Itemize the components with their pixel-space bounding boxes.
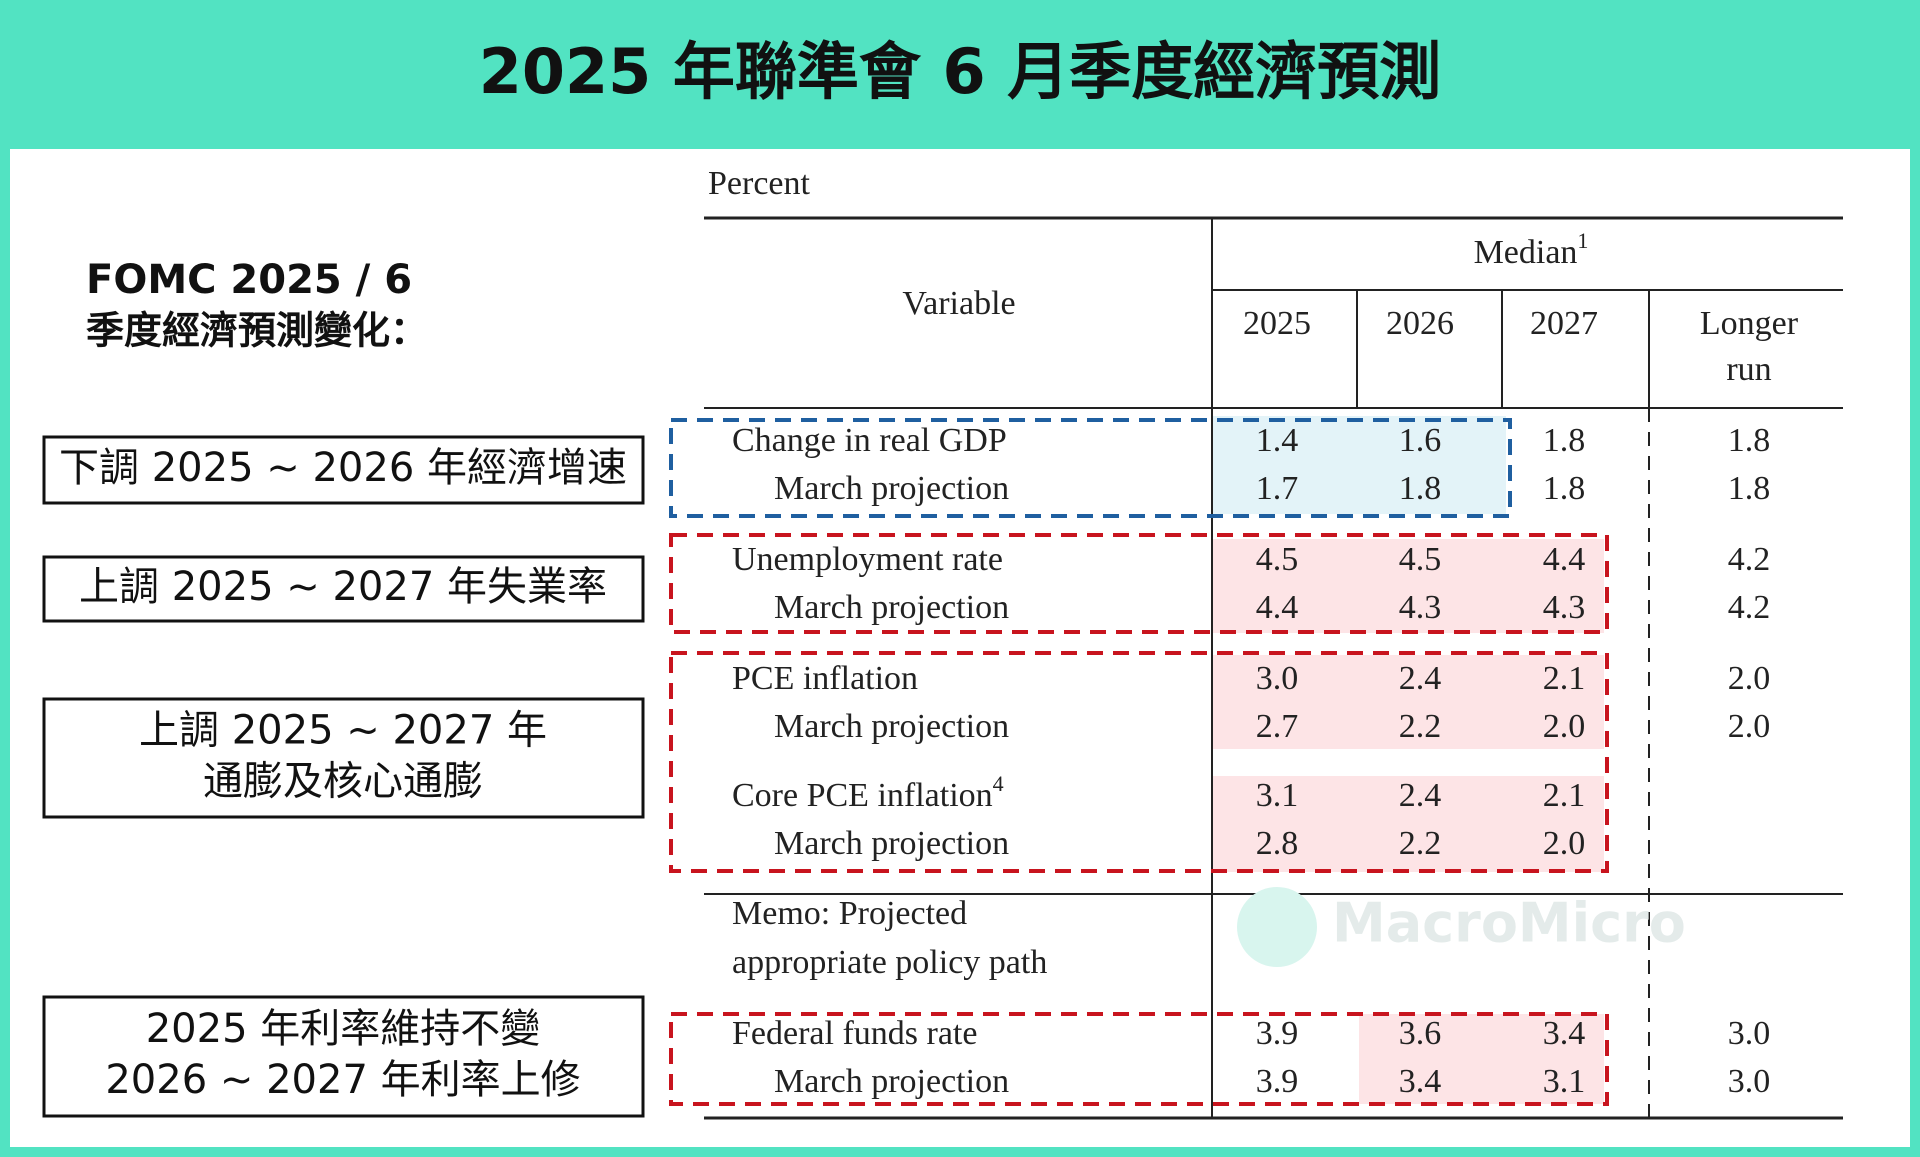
row-label: March projection	[774, 1063, 1009, 1100]
dashed-box	[669, 533, 1609, 634]
annotation: 上調 2025 ~ 2027 年失業率	[79, 564, 607, 610]
cell: 3.9	[1256, 1015, 1299, 1052]
cell: 2.1	[1543, 660, 1586, 697]
cell: 4.4	[1543, 541, 1586, 578]
highlight	[1212, 776, 1604, 872]
cell: 4.2	[1728, 589, 1771, 626]
annotation: 上調 2025 ~ 2027 年	[139, 708, 547, 754]
cell: 1.8	[1399, 470, 1442, 507]
annotation: 2025 年利率維持不變	[146, 1006, 541, 1052]
highlight	[1212, 539, 1604, 633]
row-label: PCE inflation	[732, 660, 918, 697]
row-label: March projection	[774, 708, 1009, 745]
cell: 3.1	[1256, 777, 1299, 814]
footnote: 4	[993, 771, 1004, 796]
median-header: Median	[1474, 234, 1578, 271]
row-label-text: PCE inflation	[732, 660, 918, 697]
cell: 2.8	[1256, 825, 1299, 862]
cell: 3.4	[1399, 1063, 1442, 1100]
footnote: 1	[1577, 228, 1588, 253]
cell: 3.6	[1399, 1015, 1442, 1052]
row-label-text: Unemployment rate	[732, 541, 1003, 578]
subtitle: FOMC 2025 / 6	[86, 257, 412, 303]
row-label-text: March projection	[774, 589, 1009, 626]
cell: 2.0	[1543, 825, 1586, 862]
annotation-box	[42, 995, 645, 1118]
cell: 4.4	[1256, 589, 1299, 626]
cell: 2.4	[1399, 777, 1442, 814]
annotation: 下調 2025 ~ 2026 年經濟增速	[59, 445, 627, 491]
annotation-box	[42, 555, 645, 623]
row-label-text: March projection	[774, 1063, 1009, 1100]
row-label: March projection	[774, 589, 1009, 626]
cell: 2.0	[1543, 708, 1586, 745]
annotation-box	[42, 697, 645, 819]
dashed-box	[669, 418, 1512, 518]
cell: 1.8	[1543, 470, 1586, 507]
cell: 4.2	[1728, 541, 1771, 578]
dashed-box	[669, 1012, 1609, 1106]
row-label-text: Core PCE inflation	[732, 777, 993, 814]
column-header: 2027	[1530, 305, 1598, 342]
cell: 2.4	[1399, 660, 1442, 697]
cell: 3.4	[1543, 1015, 1586, 1052]
annotation-box	[42, 435, 645, 505]
cell: 3.0	[1728, 1015, 1771, 1052]
title: 2025 年聯準會 6 月季度經濟預測	[479, 35, 1441, 108]
cell: 4.5	[1399, 541, 1442, 578]
row-label-text: Federal funds rate	[732, 1015, 977, 1052]
row-label-text: Change in real GDP	[732, 422, 1007, 459]
cell: 1.6	[1399, 422, 1442, 459]
column-header: 2026	[1386, 305, 1454, 342]
highlight	[1212, 416, 1506, 514]
column-header: run	[1726, 351, 1771, 388]
cell: 2.2	[1399, 825, 1442, 862]
subtitle: 季度經濟預測變化：	[86, 309, 428, 353]
column-header: Longer	[1700, 305, 1799, 342]
cell: 2.1	[1543, 777, 1586, 814]
cell: 3.9	[1256, 1063, 1299, 1100]
cell: 2.0	[1728, 660, 1771, 697]
row-label: Unemployment rate	[732, 541, 1003, 578]
memo: appropriate policy path	[732, 944, 1047, 981]
cell: 3.1	[1543, 1063, 1586, 1100]
cell: 4.3	[1543, 589, 1586, 626]
cell: 2.2	[1399, 708, 1442, 745]
row-label: Federal funds rate	[732, 1015, 977, 1052]
memo: Memo: Projected	[732, 895, 967, 932]
row-label: March projection	[774, 470, 1009, 507]
cell: 3.0	[1256, 660, 1299, 697]
watermark-logo	[1237, 887, 1317, 967]
column-header: 2025	[1243, 305, 1311, 342]
highlight	[1359, 1014, 1604, 1104]
cell: 1.7	[1256, 470, 1299, 507]
row-label: Change in real GDP	[732, 422, 1007, 459]
row-label: Core PCE inflation4	[732, 771, 1004, 814]
cell: 1.8	[1728, 470, 1771, 507]
column-header: Median1	[1474, 228, 1589, 271]
cell: 2.7	[1256, 708, 1299, 745]
dashed-boxes	[669, 418, 1609, 1106]
row-label-text: March projection	[774, 708, 1009, 745]
annotation: 2026 ~ 2027 年利率上修	[105, 1057, 580, 1103]
row-label: March projection	[774, 825, 1009, 862]
cell: 4.5	[1256, 541, 1299, 578]
dashed-box	[669, 651, 1609, 873]
rules	[704, 216, 1843, 1120]
cell: 3.0	[1728, 1063, 1771, 1100]
cell: 1.8	[1543, 422, 1586, 459]
cell: 1.4	[1256, 422, 1299, 459]
watermark: MacroMicro	[1332, 892, 1686, 955]
cell: 2.0	[1728, 708, 1771, 745]
annotation: 通膨及核心通膨	[203, 759, 483, 805]
column-header: Variable	[902, 285, 1015, 322]
cell: 4.3	[1399, 589, 1442, 626]
row-label-text: March projection	[774, 825, 1009, 862]
unit: Percent	[708, 165, 811, 202]
cell: 1.8	[1728, 422, 1771, 459]
highlight	[1212, 655, 1604, 749]
panel	[10, 149, 1910, 1147]
row-label-text: March projection	[774, 470, 1009, 507]
